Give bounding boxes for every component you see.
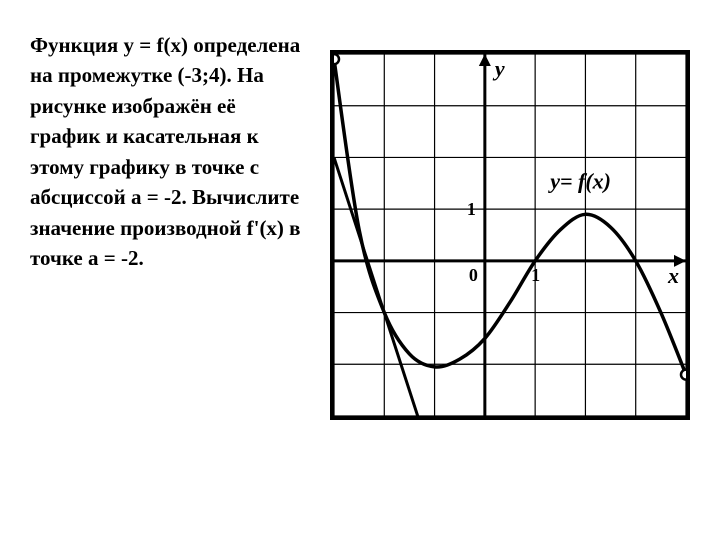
svg-text:x: x	[667, 263, 679, 288]
svg-text:y= f(x): y= f(x)	[547, 168, 611, 193]
problem-statement: Функция y = f(x) определена на промежутк…	[30, 30, 310, 274]
function-chart: y x 0 1 1 y= f(x)	[334, 54, 686, 416]
chart-frame: y x 0 1 1 y= f(x)	[330, 50, 690, 420]
svg-text:1: 1	[531, 265, 540, 285]
svg-text:y: y	[492, 56, 505, 81]
problem-text-column: Функция y = f(x) определена на промежутк…	[30, 20, 330, 520]
svg-text:0: 0	[469, 265, 478, 285]
svg-text:1: 1	[467, 199, 476, 219]
chart-column: y x 0 1 1 y= f(x)	[330, 20, 690, 520]
